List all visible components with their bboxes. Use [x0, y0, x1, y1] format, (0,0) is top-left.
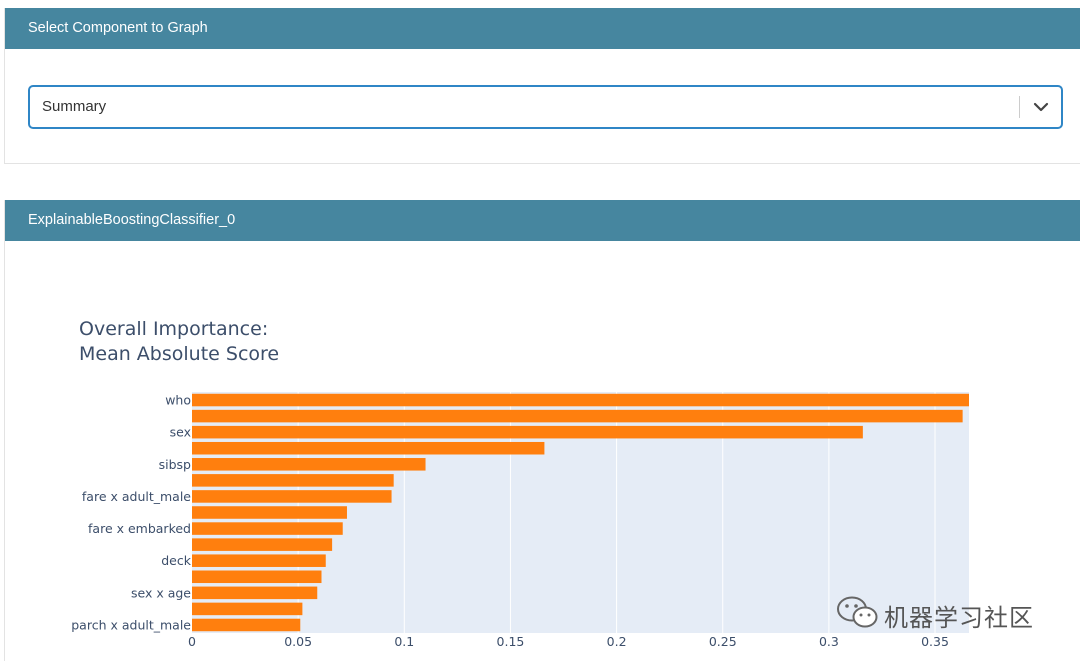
y-tick-label: who	[165, 393, 191, 408]
dropdown-separator	[1019, 96, 1020, 118]
bar[interactable]	[192, 522, 343, 535]
chart-title-line-2: Mean Absolute Score	[79, 343, 279, 365]
bar[interactable]	[192, 570, 322, 584]
bar[interactable]	[192, 602, 303, 616]
bar[interactable]	[192, 538, 333, 551]
chevron-down-icon[interactable]	[1031, 97, 1051, 117]
component-dropdown-value: Summary	[42, 98, 107, 115]
bar[interactable]	[192, 458, 426, 471]
wechat-watermark: 机器学习社区	[836, 595, 1033, 632]
y-tick-label: parch x adult_male	[71, 617, 191, 632]
x-tick-label: 0.2	[607, 634, 627, 649]
x-tick-label: 0.05	[284, 634, 312, 649]
bar[interactable]	[192, 586, 318, 600]
y-tick-label: sex x age	[131, 585, 191, 600]
watermark-text: 机器学习社区	[884, 604, 1034, 632]
bar[interactable]	[192, 474, 394, 487]
component-dropdown[interactable]: Summary	[28, 85, 1063, 129]
select-component-panel: Select Component to Graph Summary	[4, 8, 1080, 164]
x-tick-label: 0.35	[921, 634, 949, 649]
chart-title-line-1: Overall Importance:	[79, 318, 268, 340]
x-tick-label: 0.3	[819, 634, 839, 649]
bar[interactable]	[192, 618, 301, 632]
graph-panel-header: ExplainableBoostingClassifier_0	[5, 200, 1080, 241]
x-tick-label: 0.25	[709, 634, 737, 649]
bar[interactable]	[192, 425, 863, 439]
y-tick-label: sex	[170, 425, 191, 440]
bar[interactable]	[192, 441, 545, 455]
bar[interactable]	[192, 554, 326, 567]
y-tick-label: deck	[161, 553, 191, 568]
wechat-icon	[837, 596, 878, 628]
y-tick-label: fare x embarked	[88, 521, 191, 536]
x-tick-label: 0	[188, 634, 196, 649]
x-tick-label: 0.1	[394, 634, 414, 649]
bar[interactable]	[192, 506, 347, 519]
bar[interactable]	[192, 393, 969, 407]
select-component-header: Select Component to Graph	[5, 8, 1080, 49]
y-tick-label: fare x adult_male	[82, 489, 191, 504]
y-tick-label: sibsp	[159, 457, 191, 472]
bar[interactable]	[192, 490, 392, 503]
x-tick-label: 0.15	[497, 634, 525, 649]
bar[interactable]	[192, 409, 963, 423]
